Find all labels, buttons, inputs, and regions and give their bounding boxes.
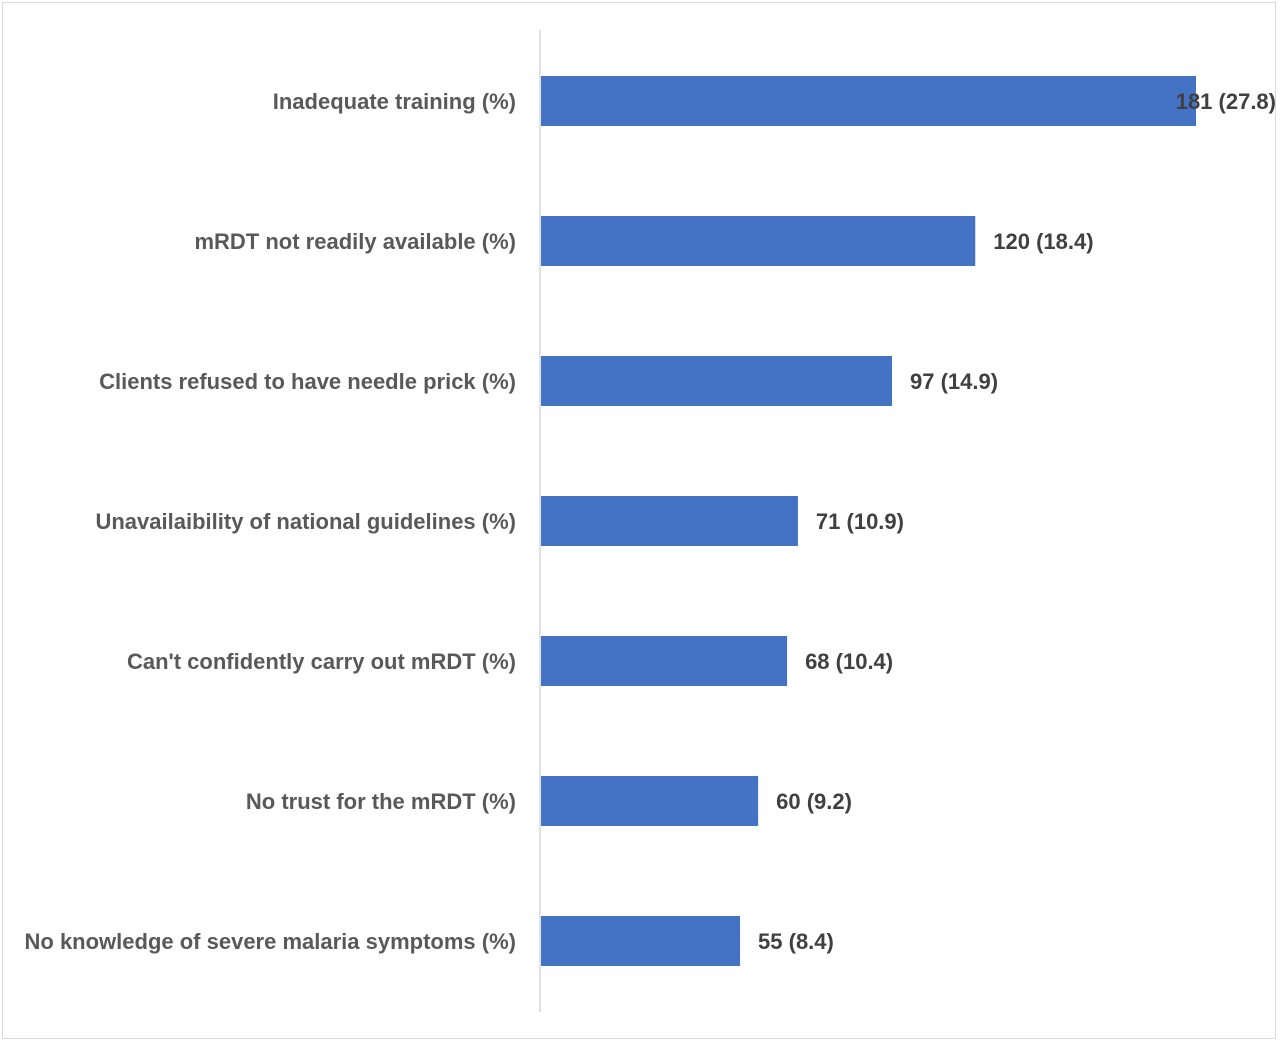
data-label-7: 55 (8.4) — [758, 929, 834, 954]
data-label-6: 60 (9.2) — [776, 789, 852, 814]
bar-6 — [541, 776, 759, 826]
data-label-3: 97 (14.9) — [910, 369, 998, 394]
category-label-2: mRDT not readily available (%) — [194, 229, 516, 254]
category-label-6: No trust for the mRDT (%) — [246, 789, 516, 814]
data-label-2: 120 (18.4) — [993, 229, 1093, 254]
category-label-1: Inadequate training (%) — [273, 89, 516, 114]
bar-7 — [541, 916, 741, 966]
bar-1 — [541, 76, 1196, 126]
bar-5 — [541, 636, 788, 686]
labels-layer: Inadequate training (%) 181 (27.8) mRDT no… — [25, 89, 1277, 954]
bar-4 — [541, 496, 798, 546]
data-label-1: 181 (27.8) — [1176, 89, 1276, 114]
bar-2 — [541, 216, 976, 266]
category-label-5: Can't confidently carry out mRDT (%) — [127, 649, 516, 674]
category-label-3: Clients refused to have needle prick (%) — [99, 369, 516, 394]
data-label-5: 68 (10.4) — [805, 649, 893, 674]
bars-layer — [541, 76, 1196, 966]
category-label-7: No knowledge of severe malaria symptoms … — [25, 929, 517, 954]
category-label-4: Unavailaibility of national guidelines (… — [95, 509, 516, 534]
data-label-4: 71 (10.9) — [816, 509, 904, 534]
bar-3 — [541, 356, 893, 406]
